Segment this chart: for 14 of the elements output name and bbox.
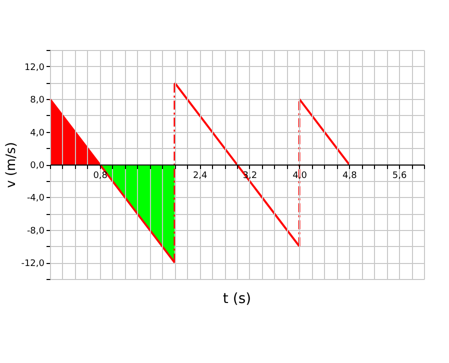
y-tick-label: 8,0	[30, 96, 45, 106]
x-tick-label: 0,8	[93, 171, 108, 181]
y-tick-label: -4,0	[26, 194, 45, 204]
y-tick-label: 0,0	[30, 161, 45, 171]
y-axis-title: v (m/s)	[4, 142, 20, 188]
y-tick-label: 12,0	[24, 62, 45, 73]
y-tick-label: 4,0	[30, 128, 45, 138]
x-tick-label: 4,0	[292, 171, 308, 181]
x-tick-label: 2,4	[192, 171, 208, 181]
y-tick-label: -8,0	[26, 226, 45, 236]
y-tick-label: -12,0	[21, 259, 45, 270]
x-tick-label: 4,8	[342, 171, 358, 181]
x-tick-label: 5,6	[392, 171, 407, 181]
x-axis-title: t (s)	[222, 291, 252, 307]
